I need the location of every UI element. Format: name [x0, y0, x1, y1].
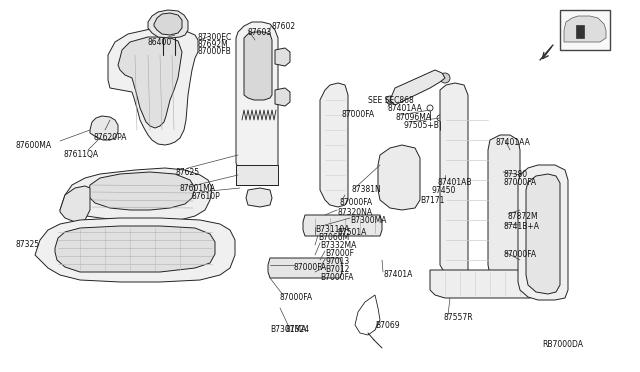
Text: B7069: B7069 — [375, 321, 399, 330]
Polygon shape — [148, 10, 188, 38]
Ellipse shape — [120, 246, 150, 264]
Text: 87401AA: 87401AA — [388, 104, 423, 113]
Polygon shape — [60, 186, 90, 222]
Text: 8741B+A: 8741B+A — [504, 222, 540, 231]
Text: 87000FA: 87000FA — [503, 178, 536, 187]
Text: 87401A: 87401A — [383, 270, 412, 279]
Circle shape — [267, 127, 273, 133]
Circle shape — [427, 105, 433, 111]
Text: B7066M: B7066M — [318, 233, 349, 242]
Polygon shape — [108, 28, 198, 145]
Circle shape — [245, 127, 251, 133]
Polygon shape — [303, 215, 382, 236]
Circle shape — [267, 142, 273, 148]
Text: B7000FA: B7000FA — [320, 273, 353, 282]
Text: 97505+B: 97505+B — [404, 121, 440, 130]
Circle shape — [386, 96, 394, 104]
Polygon shape — [118, 37, 182, 128]
Text: 87380: 87380 — [503, 170, 527, 179]
Polygon shape — [488, 135, 520, 280]
Text: SEE SEC868: SEE SEC868 — [368, 96, 413, 105]
Text: 87603: 87603 — [248, 28, 272, 37]
Text: 87000FA: 87000FA — [340, 198, 373, 207]
Text: 87692M: 87692M — [197, 40, 228, 49]
Text: B7012: B7012 — [325, 265, 349, 274]
Text: 87096MA: 87096MA — [396, 113, 432, 122]
Polygon shape — [560, 10, 610, 50]
Polygon shape — [236, 165, 278, 185]
Polygon shape — [526, 174, 560, 294]
Text: 87324: 87324 — [285, 325, 309, 334]
Text: 87000FA: 87000FA — [342, 110, 375, 119]
Polygon shape — [320, 83, 348, 207]
Text: 87401AA: 87401AA — [496, 138, 531, 147]
Text: RB7000DA: RB7000DA — [542, 340, 583, 349]
Text: 87557R: 87557R — [444, 313, 474, 322]
Text: 87000FA: 87000FA — [293, 263, 326, 272]
Text: 87625: 87625 — [175, 168, 199, 177]
Circle shape — [245, 142, 251, 148]
Polygon shape — [430, 270, 535, 298]
Polygon shape — [246, 188, 272, 207]
Polygon shape — [90, 116, 118, 140]
Text: 87872M: 87872M — [508, 212, 539, 221]
Polygon shape — [275, 88, 290, 106]
Text: B7171: B7171 — [420, 196, 444, 205]
Text: 87401AB: 87401AB — [437, 178, 472, 187]
Polygon shape — [576, 25, 584, 38]
Circle shape — [437, 115, 443, 121]
Text: 87325: 87325 — [15, 240, 39, 249]
Polygon shape — [378, 145, 420, 210]
Text: 87381N: 87381N — [352, 185, 381, 194]
Polygon shape — [268, 258, 342, 278]
Text: 87501A: 87501A — [337, 228, 366, 237]
Text: 87600MA: 87600MA — [15, 141, 51, 150]
Text: B7332MA: B7332MA — [320, 241, 356, 250]
Polygon shape — [88, 172, 195, 210]
Text: B7300MA: B7300MA — [350, 216, 387, 225]
Polygon shape — [244, 32, 272, 100]
Text: 87611QA: 87611QA — [63, 150, 98, 159]
Polygon shape — [35, 218, 235, 282]
Text: B7000F: B7000F — [325, 249, 354, 258]
Text: 87620PA: 87620PA — [93, 133, 127, 142]
Polygon shape — [390, 70, 445, 105]
Polygon shape — [275, 48, 290, 66]
Text: B73110A: B73110A — [315, 225, 349, 234]
Polygon shape — [60, 168, 212, 222]
Polygon shape — [154, 13, 182, 35]
Text: 87300EC: 87300EC — [197, 33, 231, 42]
Text: 87320NA: 87320NA — [337, 208, 372, 217]
Text: 87000FA: 87000FA — [280, 293, 313, 302]
Polygon shape — [564, 16, 606, 42]
Text: 87000FB: 87000FB — [197, 47, 231, 56]
Circle shape — [440, 73, 450, 83]
Polygon shape — [440, 83, 468, 277]
Polygon shape — [55, 226, 215, 272]
Text: 86400: 86400 — [148, 38, 172, 47]
Text: 87602: 87602 — [272, 22, 296, 31]
Text: 87601MA: 87601MA — [179, 184, 215, 193]
Text: 97013: 97013 — [325, 257, 349, 266]
Text: 87000FA: 87000FA — [504, 250, 537, 259]
Polygon shape — [236, 22, 278, 178]
Text: 87610P: 87610P — [192, 192, 221, 201]
Text: B7301MA: B7301MA — [270, 325, 307, 334]
Text: 97450: 97450 — [432, 186, 456, 195]
Polygon shape — [518, 165, 568, 300]
